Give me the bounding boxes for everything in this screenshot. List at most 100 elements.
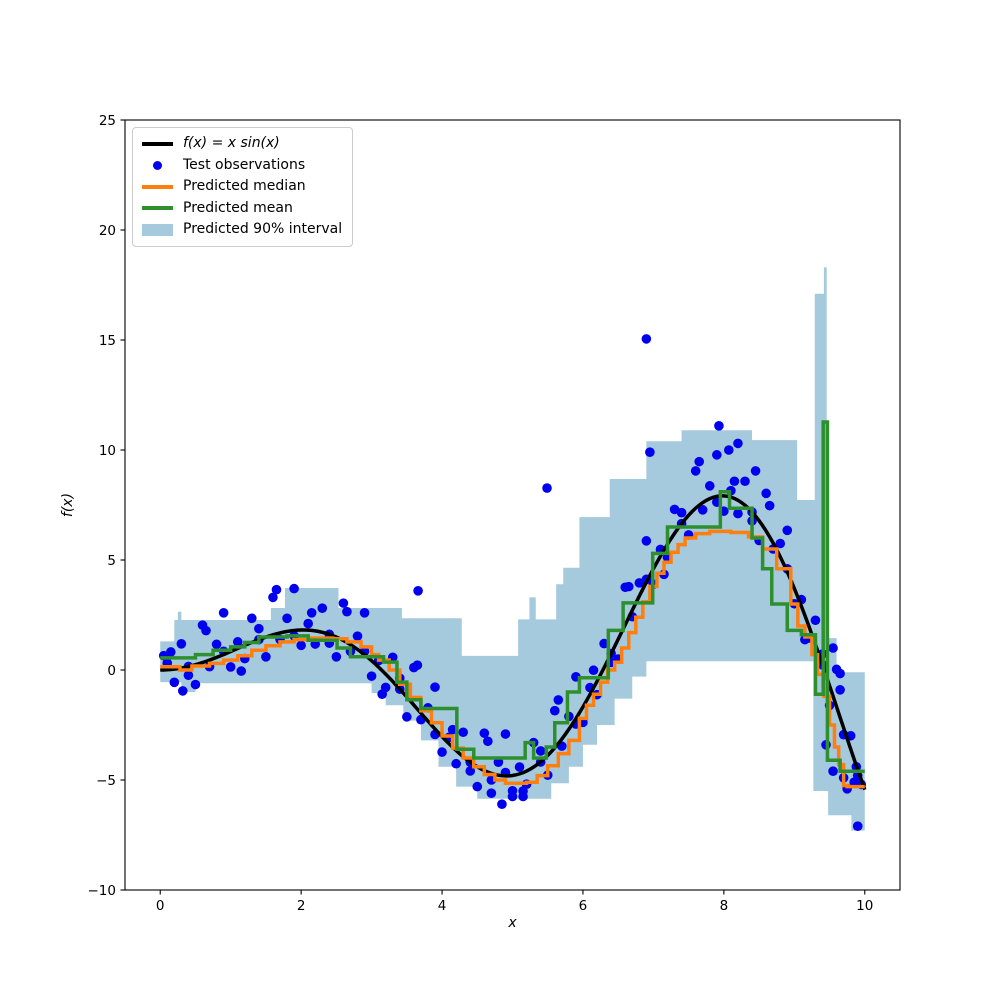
scatter-point <box>412 660 423 670</box>
legend-label: Predicted mean <box>183 199 293 216</box>
scatter-point <box>268 592 278 603</box>
legend-item-predicted-mean: Predicted mean <box>142 199 342 219</box>
x-tick-label: 2 <box>297 898 306 914</box>
y-tick-label: −10 <box>88 883 117 899</box>
legend-label: f(x) = x sin(x) <box>183 135 280 152</box>
scatter-point <box>835 685 845 695</box>
scatter-point <box>694 456 704 467</box>
scatter-point <box>645 447 655 458</box>
y-axis-label: f(x) <box>60 493 76 517</box>
scatter-point <box>712 450 722 460</box>
axis-ticks <box>120 119 866 895</box>
scatter-point <box>261 652 271 662</box>
y-tick-label: 25 <box>99 113 116 129</box>
scatter-point <box>458 727 468 738</box>
legend-item-test-observations: Test observations <box>142 156 342 176</box>
x-tick-label: 10 <box>856 898 873 914</box>
scatter-point <box>507 791 518 802</box>
legend-item-predicted-interval: Predicted 90% interval <box>142 220 342 240</box>
legend-item-fx: f(x) = x sin(x) <box>142 134 342 154</box>
scatter-point <box>493 757 504 767</box>
scatter-point <box>472 781 483 792</box>
scatter-point <box>338 598 349 608</box>
legend-line-swatch-black <box>142 141 173 146</box>
scatter-point <box>211 639 222 650</box>
legend-patch-swatch-lightblue <box>142 223 173 236</box>
y-tick-label: 15 <box>99 333 116 349</box>
scatter-point <box>177 686 188 696</box>
prediction-interval-band <box>160 267 865 831</box>
legend-line-swatch-green <box>142 206 173 211</box>
scatter-point <box>852 821 863 831</box>
scatter-point <box>761 488 771 499</box>
predicted-mean-line <box>160 420 865 773</box>
scatter-point <box>413 586 423 596</box>
scatter-point <box>535 746 546 756</box>
scatter-point <box>733 438 743 449</box>
scatter-point <box>247 613 257 624</box>
legend-label: Test observations <box>183 156 306 173</box>
scatter-point <box>331 652 342 662</box>
scatter-point <box>352 631 363 641</box>
x-tick-label: 0 <box>156 898 165 914</box>
scatter-point <box>729 476 740 487</box>
legend-label: Predicted median <box>183 178 306 195</box>
scatter-point <box>553 695 564 705</box>
scatter-point <box>306 608 317 618</box>
scatter-point <box>169 677 180 688</box>
legend-dot-swatch-blue <box>142 160 173 170</box>
scatter-point <box>810 615 821 626</box>
scatter-point <box>623 581 634 592</box>
scatter-point <box>835 668 845 679</box>
scatter-point <box>542 483 552 493</box>
scatter-point <box>176 639 187 649</box>
scatter-point <box>497 799 507 809</box>
legend-label: Predicted 90% interval <box>183 221 343 238</box>
scatter-point <box>366 671 377 681</box>
scatter-point <box>775 538 786 549</box>
scatter-point <box>303 618 313 629</box>
scatter-point <box>183 670 194 681</box>
y-tick-label: 20 <box>99 223 116 239</box>
scatter-point <box>254 623 264 634</box>
scatter-point <box>828 766 838 776</box>
scatter-point <box>518 786 528 796</box>
scatter-point <box>764 500 775 511</box>
y-tick-label: 5 <box>107 553 116 569</box>
scatter-point <box>402 712 412 722</box>
scatter-point <box>500 729 511 739</box>
legend-line-swatch-orange <box>142 184 173 189</box>
scatter-point <box>218 608 229 618</box>
scatter-point <box>641 536 652 546</box>
scatter-point <box>430 682 440 692</box>
axes-frame <box>124 119 901 891</box>
scatter-point <box>782 525 793 536</box>
scatter-point <box>599 638 609 649</box>
scatter-point <box>641 334 652 344</box>
scatter-point <box>514 762 525 772</box>
scatter-point <box>166 647 176 657</box>
scatter-point <box>486 788 497 798</box>
scatter-point <box>451 758 461 769</box>
scatter-point <box>342 606 352 617</box>
scatter-point <box>690 466 701 476</box>
scatter-point <box>236 666 247 676</box>
scatter-point <box>359 608 370 618</box>
scatter-point <box>724 445 734 455</box>
scatter-point <box>190 679 201 690</box>
scatter-point <box>588 665 599 676</box>
scatter-point <box>733 508 743 519</box>
scatter-point <box>437 747 447 757</box>
x-tick-label: 4 <box>438 898 447 914</box>
scatter-point <box>483 736 493 747</box>
tick-labels: 0 2 4 6 8 10 −10 −5 0 5 10 15 20 25 <box>88 113 874 914</box>
scatter-point <box>714 421 724 431</box>
scatter-point <box>447 724 458 735</box>
scatter-point <box>317 603 328 613</box>
x-tick-label: 8 <box>720 898 729 914</box>
scatter-point <box>549 705 560 716</box>
x-tick-label: 6 <box>579 898 588 914</box>
scatter-point <box>750 466 761 476</box>
scatter-point <box>704 481 715 491</box>
